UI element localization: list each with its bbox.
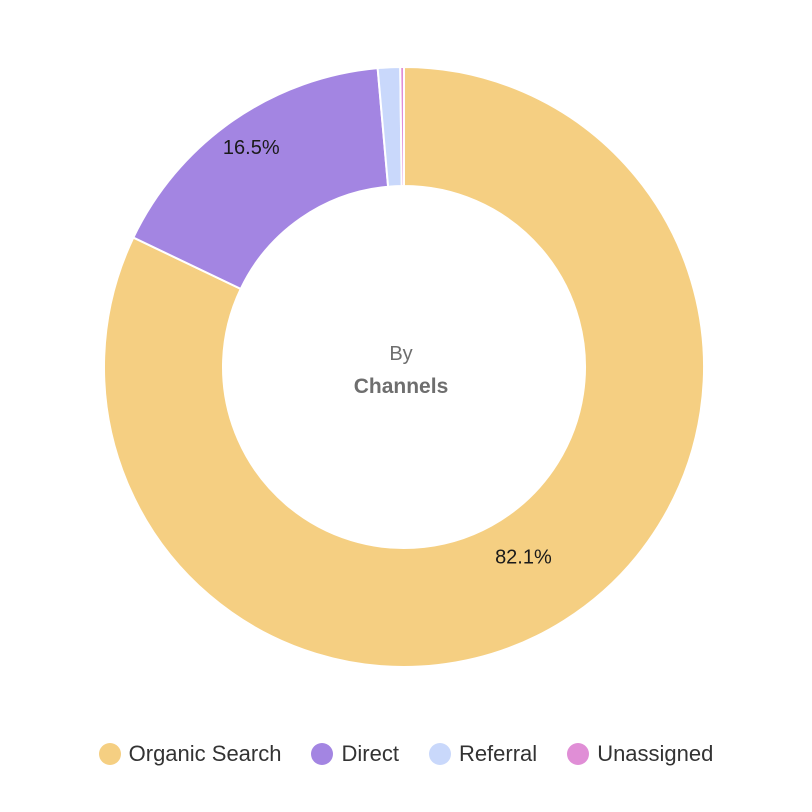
- data-label-organic-search: 82.1%: [495, 547, 552, 569]
- center-label-line1: By: [389, 343, 412, 365]
- legend-swatch-referral: [428, 743, 451, 765]
- legend-item-organic-search[interactable]: Organic Search: [98, 741, 282, 767]
- slice-organic-search[interactable]: [103, 65, 705, 668]
- data-label-direct: 16.5%: [223, 137, 280, 159]
- legend-swatch-direct: [311, 743, 334, 765]
- chart-legend: Organic Search Direct Referral Unassigne…: [0, 738, 812, 770]
- slice-direct[interactable]: [132, 67, 390, 291]
- legend-swatch-unassigned: [567, 743, 590, 765]
- legend-label: Referral: [458, 741, 538, 766]
- legend-label: Unassigned: [597, 741, 714, 766]
- legend-label: Direct: [341, 741, 399, 766]
- legend-swatch-organic-search: [98, 743, 121, 765]
- slice-unassigned[interactable]: [399, 65, 405, 188]
- legend-item-unassigned[interactable]: Unassigned: [567, 741, 713, 767]
- donut-slices: [103, 65, 705, 668]
- legend-item-referral[interactable]: Referral: [428, 741, 538, 767]
- legend-label: Organic Search: [128, 741, 282, 766]
- legend-item-direct[interactable]: Direct: [311, 741, 399, 767]
- center-label-line2: Channels: [354, 375, 449, 398]
- donut-data-labels: 82.1% 16.5%: [223, 137, 552, 569]
